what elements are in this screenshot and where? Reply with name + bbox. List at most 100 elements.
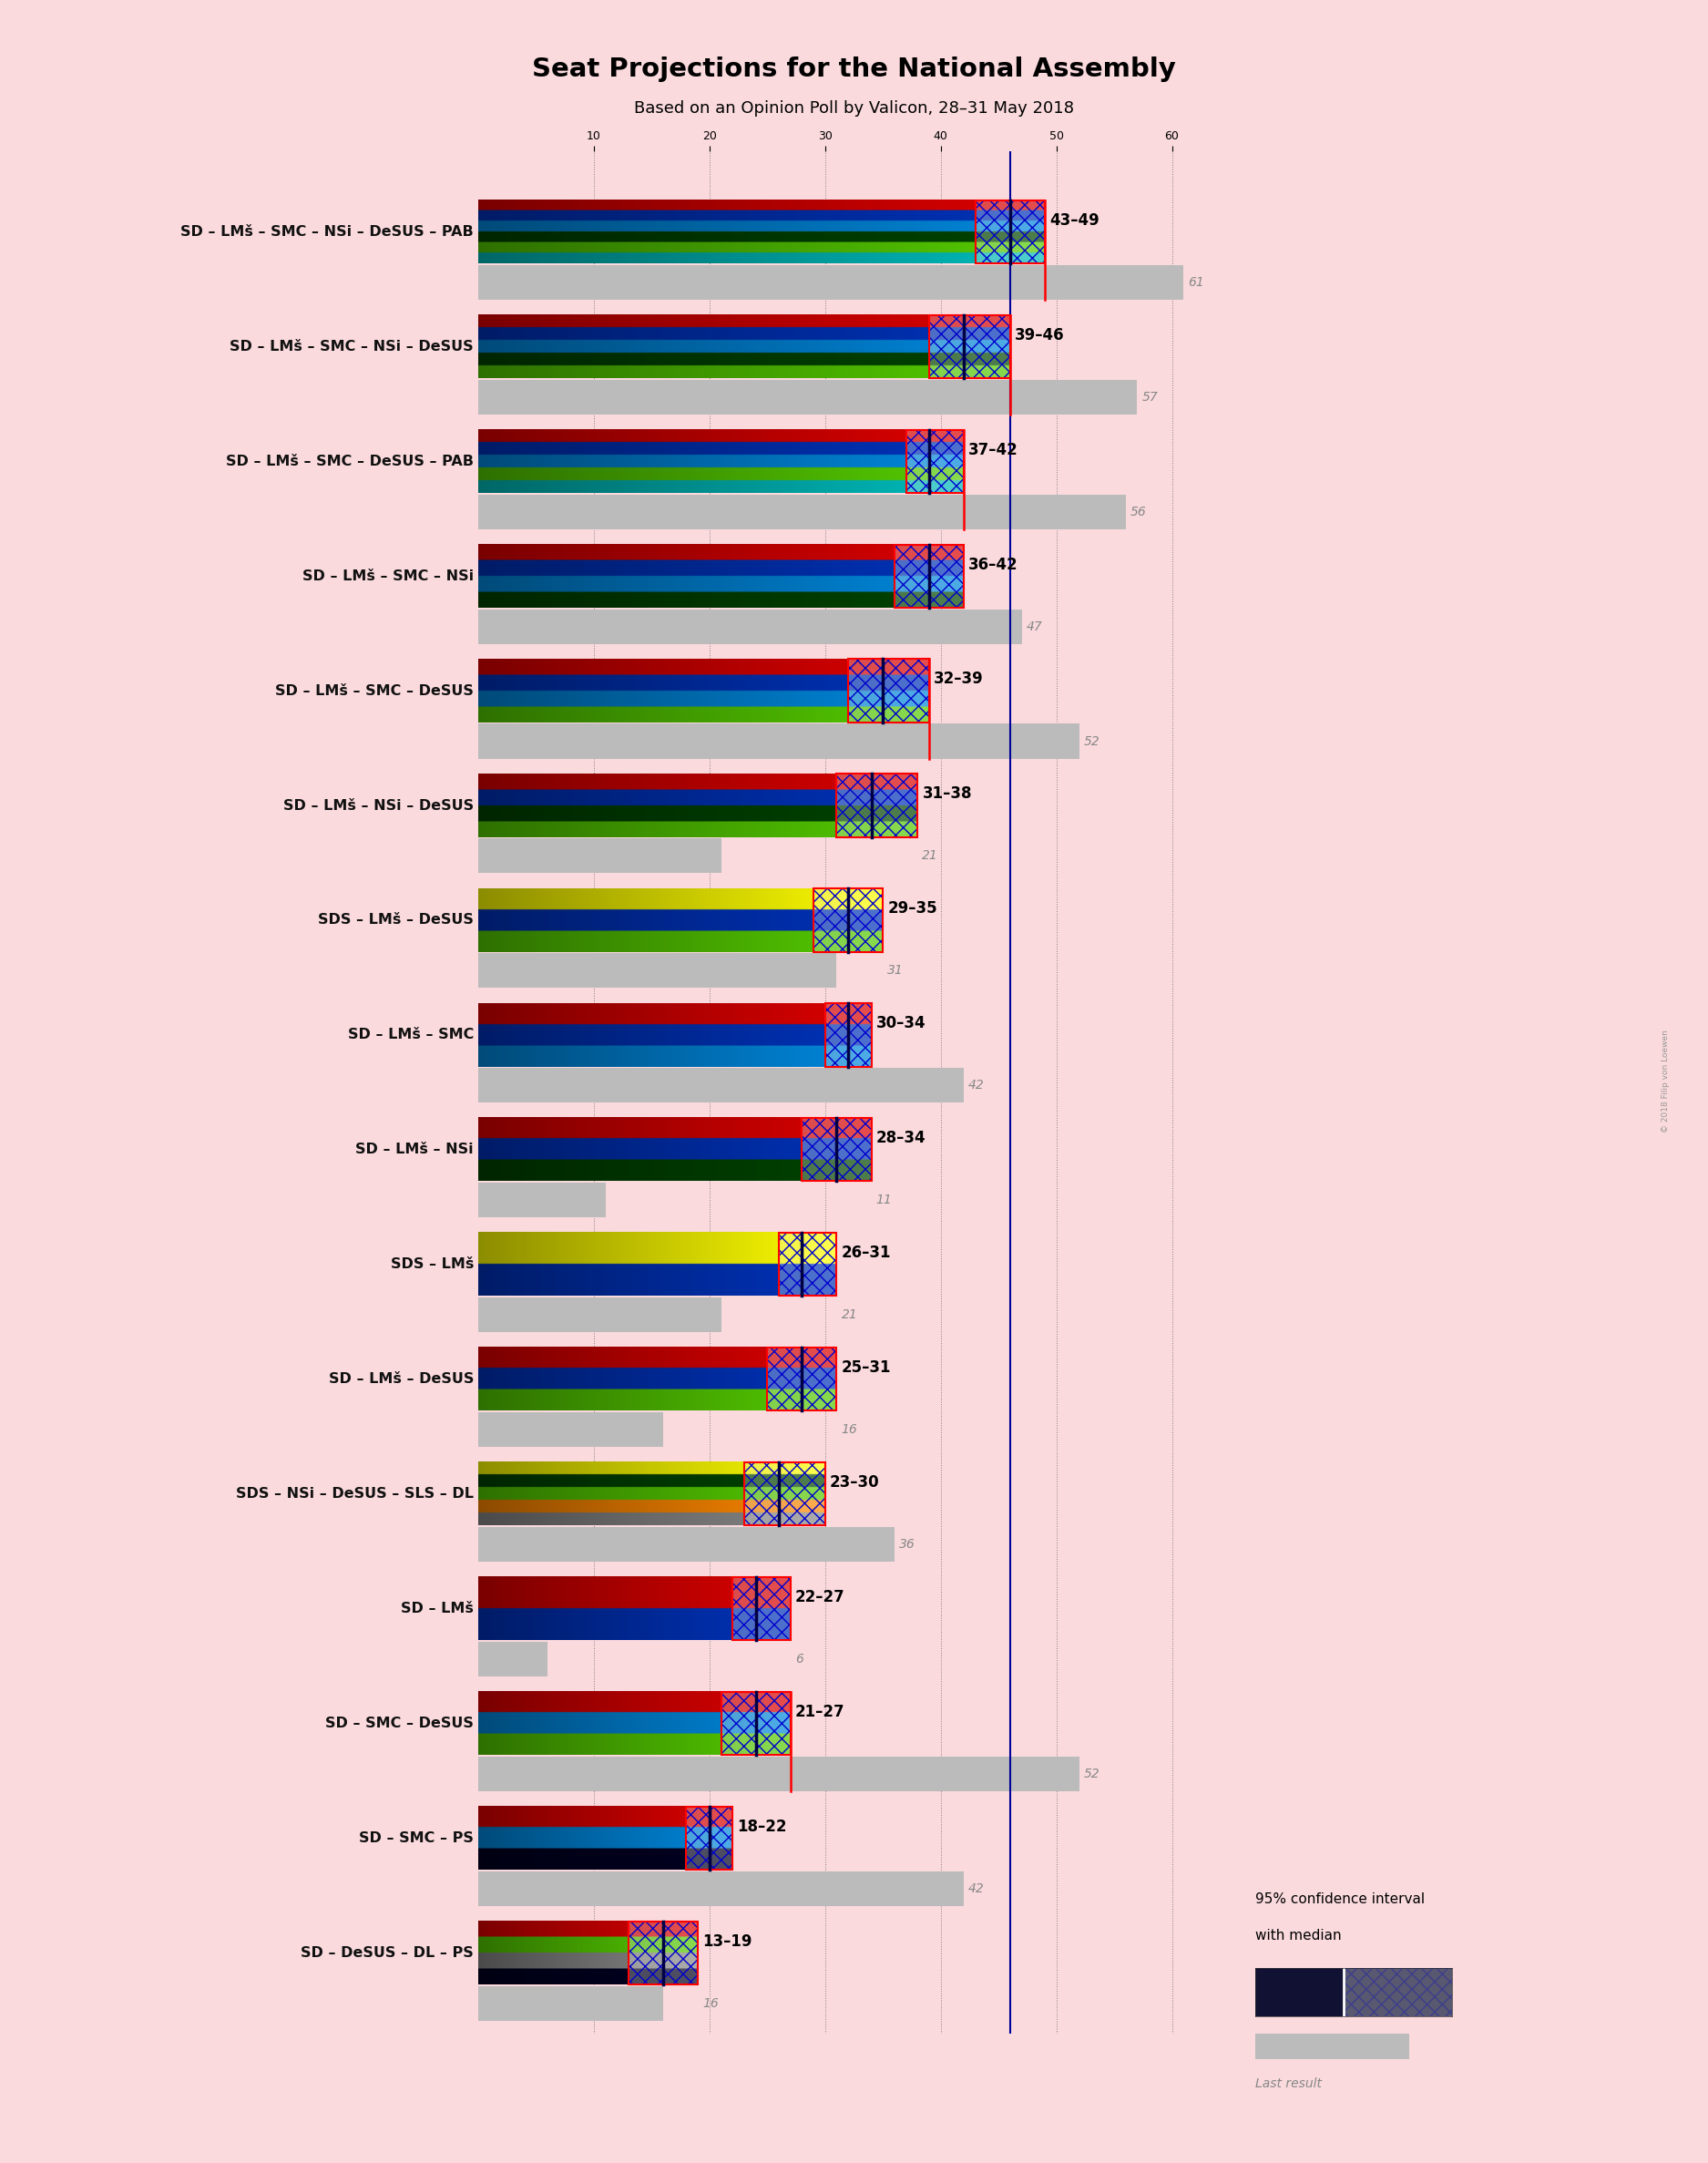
- Text: 16: 16: [702, 1996, 719, 2009]
- Bar: [478, 610, 1021, 645]
- Text: Seat Projections for the National Assembly: Seat Projections for the National Assemb…: [533, 56, 1175, 82]
- Text: 21: 21: [842, 1309, 857, 1322]
- Bar: [929, 316, 1009, 379]
- Text: 25–31: 25–31: [842, 1361, 892, 1376]
- Text: 16: 16: [842, 1423, 857, 1436]
- Bar: [895, 545, 963, 608]
- Bar: [478, 1412, 663, 1447]
- Text: SD – SMC – PS: SD – SMC – PS: [359, 1832, 473, 1845]
- Text: 11: 11: [876, 1194, 892, 1207]
- Bar: [767, 1348, 837, 1410]
- Text: 61: 61: [1189, 277, 1204, 288]
- Text: 18–22: 18–22: [738, 1819, 787, 1834]
- Text: SD – LMš – SMC – NSi – DeSUS: SD – LMš – SMC – NSi – DeSUS: [231, 340, 473, 353]
- Text: 28–34: 28–34: [876, 1129, 926, 1146]
- Text: Last result: Last result: [1255, 2076, 1322, 2089]
- Bar: [478, 839, 721, 874]
- Bar: [721, 1691, 791, 1754]
- Text: SD – LMš: SD – LMš: [401, 1603, 473, 1616]
- Text: 52: 52: [1085, 735, 1100, 748]
- Bar: [478, 381, 1138, 415]
- Bar: [629, 1921, 699, 1983]
- Text: 31–38: 31–38: [922, 785, 972, 802]
- Text: 57: 57: [1143, 392, 1158, 402]
- Text: 36–42: 36–42: [968, 556, 1018, 573]
- Text: 95% confidence interval: 95% confidence interval: [1255, 1893, 1424, 1906]
- Text: 21: 21: [922, 850, 938, 863]
- Bar: [975, 201, 1045, 264]
- Bar: [478, 954, 837, 988]
- Bar: [905, 430, 963, 493]
- Bar: [721, 1691, 791, 1754]
- Bar: [629, 1921, 699, 1983]
- Bar: [837, 774, 917, 837]
- Bar: [779, 1233, 837, 1296]
- Bar: [825, 1004, 871, 1066]
- Text: SDS – LMš: SDS – LMš: [391, 1257, 473, 1272]
- Text: SDS – NSi – DeSUS – SLS – DL: SDS – NSi – DeSUS – SLS – DL: [236, 1488, 473, 1501]
- Text: SD – LMš – DeSUS: SD – LMš – DeSUS: [328, 1371, 473, 1386]
- Text: 26–31: 26–31: [842, 1244, 892, 1261]
- Text: SD – LMš – SMC – NSi – DeSUS – PAB: SD – LMš – SMC – NSi – DeSUS – PAB: [181, 225, 473, 238]
- Text: 30–34: 30–34: [876, 1014, 926, 1032]
- Text: 42: 42: [968, 1079, 984, 1092]
- Text: © 2018 Filip von Loewen: © 2018 Filip von Loewen: [1662, 1030, 1669, 1133]
- Bar: [733, 1577, 791, 1640]
- Bar: [1344, 1968, 1452, 2016]
- Bar: [478, 264, 1184, 298]
- Text: Based on an Opinion Poll by Valicon, 28–31 May 2018: Based on an Opinion Poll by Valicon, 28–…: [634, 99, 1074, 117]
- Text: 6: 6: [794, 1653, 803, 1666]
- Bar: [478, 1183, 605, 1218]
- Bar: [478, 1756, 1079, 1791]
- Text: SD – LMš – SMC: SD – LMš – SMC: [347, 1027, 473, 1043]
- Text: with median: with median: [1255, 1929, 1341, 1942]
- Bar: [478, 1527, 895, 1562]
- Bar: [929, 316, 1009, 379]
- Bar: [687, 1806, 733, 1869]
- Bar: [813, 889, 883, 952]
- Text: 42: 42: [968, 1882, 984, 1895]
- Text: SDS – LMš – DeSUS: SDS – LMš – DeSUS: [318, 913, 473, 928]
- Text: SD – LMš – NSi: SD – LMš – NSi: [355, 1142, 473, 1157]
- Text: 23–30: 23–30: [830, 1475, 880, 1490]
- Bar: [849, 660, 929, 722]
- Text: SD – LMš – NSi – DeSUS: SD – LMš – NSi – DeSUS: [284, 798, 473, 813]
- Bar: [837, 774, 917, 837]
- Bar: [825, 1004, 871, 1066]
- Text: SD – LMš – SMC – NSi: SD – LMš – SMC – NSi: [302, 569, 473, 582]
- Bar: [837, 774, 917, 837]
- Text: 43–49: 43–49: [1049, 212, 1100, 229]
- Text: 47: 47: [1027, 621, 1042, 634]
- Bar: [767, 1348, 837, 1410]
- Bar: [687, 1806, 733, 1869]
- Bar: [849, 660, 929, 722]
- Bar: [849, 660, 929, 722]
- Text: 31: 31: [888, 965, 904, 978]
- Bar: [733, 1577, 791, 1640]
- Bar: [895, 545, 963, 608]
- Bar: [745, 1462, 825, 1525]
- Bar: [478, 1069, 963, 1103]
- Bar: [629, 1921, 699, 1983]
- Bar: [779, 1233, 837, 1296]
- Bar: [687, 1806, 733, 1869]
- Text: 39–46: 39–46: [1015, 327, 1064, 344]
- Bar: [478, 725, 1079, 759]
- Text: 52: 52: [1085, 1767, 1100, 1780]
- Bar: [745, 1462, 825, 1525]
- Bar: [478, 1871, 963, 1906]
- Bar: [803, 1118, 871, 1181]
- Text: 22–27: 22–27: [794, 1590, 845, 1605]
- Bar: [975, 201, 1045, 264]
- Text: 21–27: 21–27: [794, 1704, 845, 1720]
- Bar: [803, 1118, 871, 1181]
- Text: 37–42: 37–42: [968, 441, 1018, 459]
- Bar: [905, 430, 963, 493]
- Bar: [813, 889, 883, 952]
- Text: SD – SMC – DeSUS: SD – SMC – DeSUS: [325, 1717, 473, 1730]
- Bar: [745, 1462, 825, 1525]
- Text: 32–39: 32–39: [934, 671, 984, 688]
- Bar: [721, 1691, 791, 1754]
- Bar: [803, 1118, 871, 1181]
- Bar: [905, 430, 963, 493]
